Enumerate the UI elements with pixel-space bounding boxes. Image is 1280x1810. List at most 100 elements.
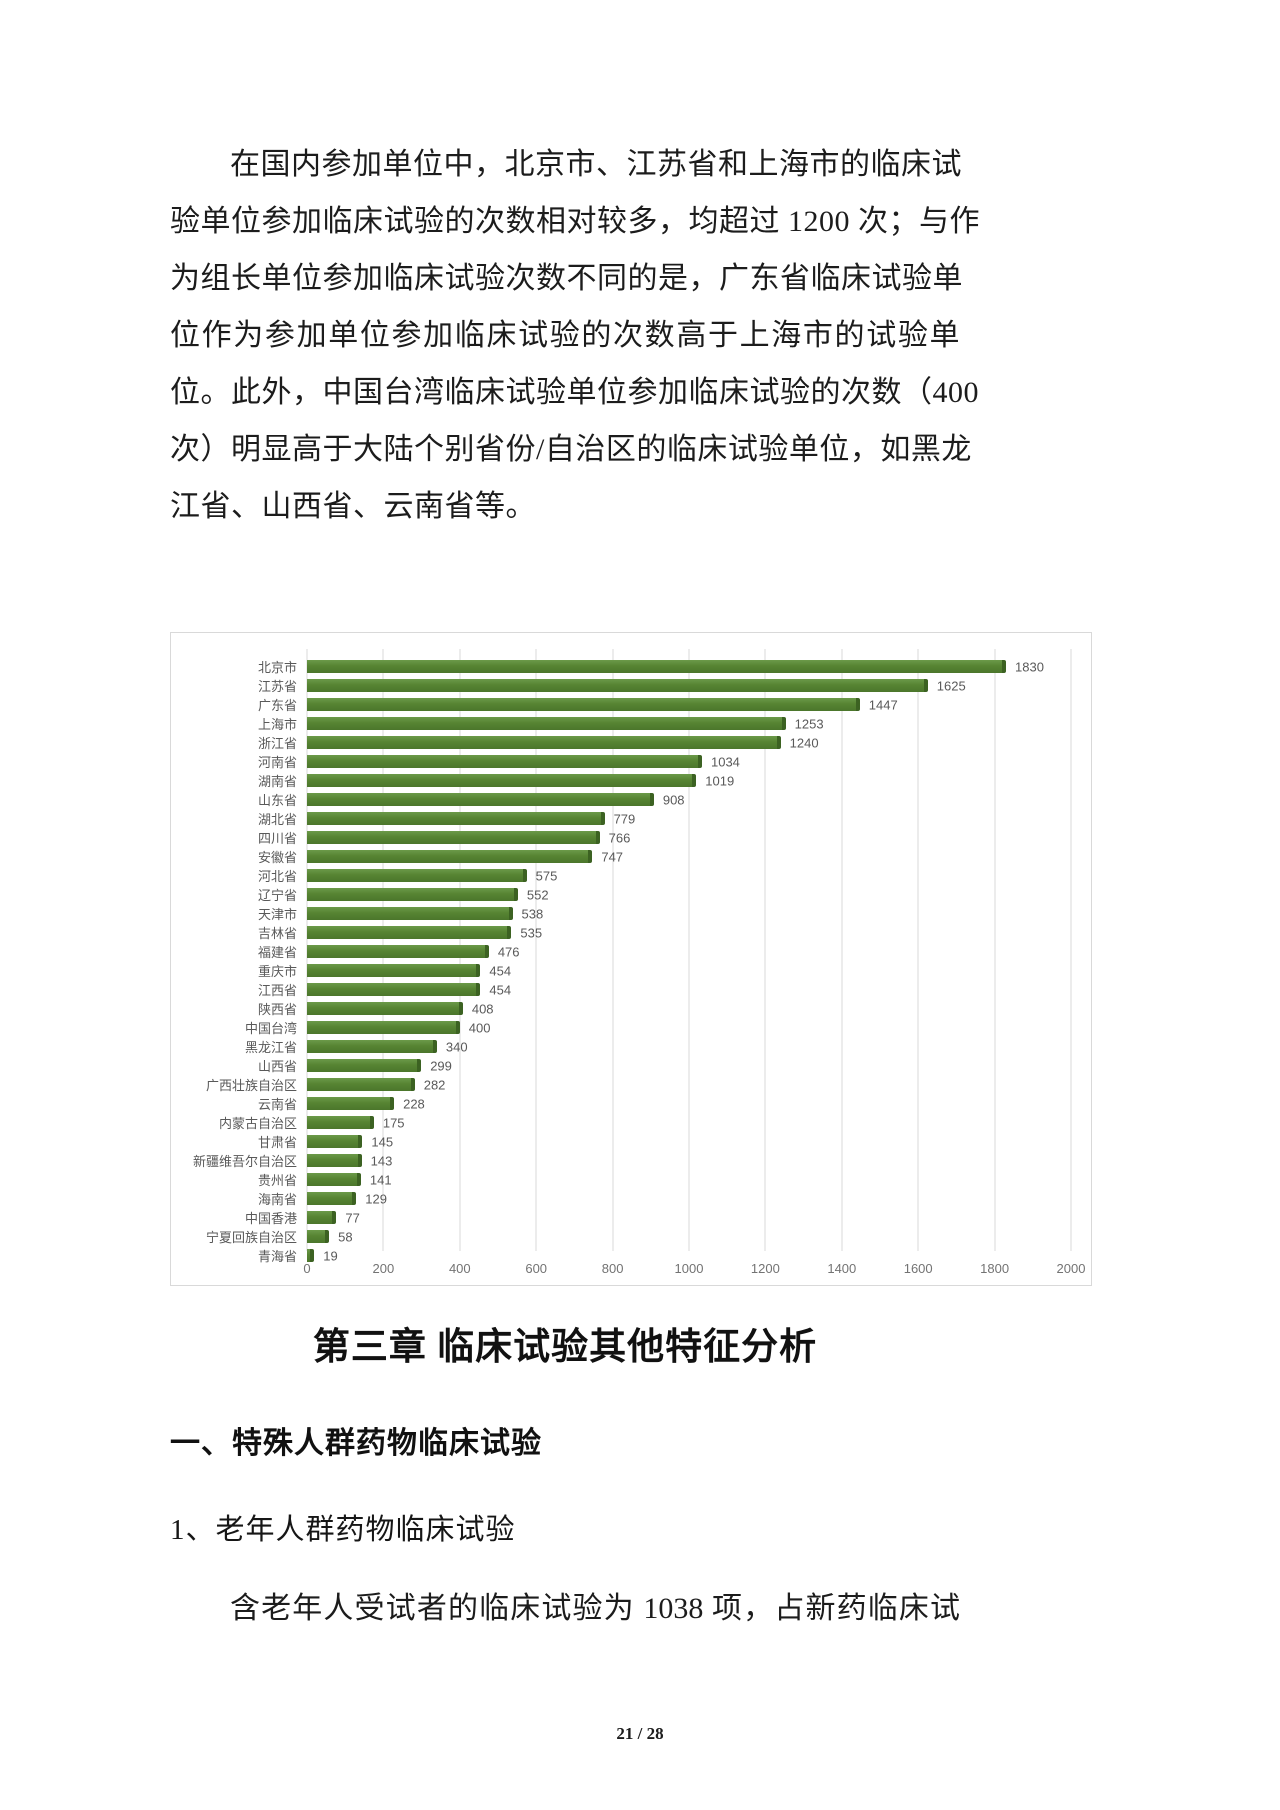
chart-row: 中国台湾 400 (181, 1018, 1071, 1037)
value-label: 282 (423, 1077, 446, 1092)
bar-track: 1447 (307, 697, 1071, 712)
bar (307, 1192, 357, 1205)
bar (307, 907, 513, 920)
category-label: 天津市 (257, 907, 297, 922)
value-label: 408 (471, 1001, 494, 1016)
bar (307, 983, 481, 996)
paragraph-line: 江省、山西省、云南省等。 (170, 490, 536, 523)
value-label: 175 (382, 1115, 405, 1130)
bar-track: 77 (307, 1210, 1071, 1225)
bar (307, 1230, 330, 1243)
value-label: 538 (521, 906, 544, 921)
chart-row: 宁夏回族自治区 58 (181, 1227, 1071, 1246)
page-number: 21 / 28 (616, 1724, 664, 1743)
chart-row: 湖南省 1019 (181, 771, 1071, 790)
chart-row: 江苏省 1625 (181, 676, 1071, 695)
bar-track: 1034 (307, 754, 1071, 769)
subsection-heading: 1、老年人群药物临床试验 (170, 1514, 516, 1546)
chart-row: 贵州省 141 (181, 1170, 1071, 1189)
bar-track: 454 (307, 963, 1071, 978)
chart-row: 青海省 19 (181, 1246, 1071, 1265)
bar-track: 1253 (307, 716, 1071, 731)
value-label: 476 (497, 944, 520, 959)
bar-track: 19 (307, 1248, 1071, 1263)
chart-row: 四川省 766 (181, 828, 1071, 847)
value-label: 908 (662, 792, 685, 807)
value-label: 340 (445, 1039, 468, 1054)
bar-track: 552 (307, 887, 1071, 902)
chart-rows: 北京市 1830 江苏省 1625 广东省 1447 上海市 1253 浙江省 1240 河南省 10… (181, 657, 1071, 1264)
category-label: 吉林省 (257, 926, 297, 941)
category-label: 北京市 (257, 660, 297, 675)
category-label: 陕西省 (257, 1002, 297, 1017)
bar-track: 538 (307, 906, 1071, 921)
bar (307, 660, 1007, 673)
bar-track: 766 (307, 830, 1071, 845)
value-label: 299 (430, 1058, 452, 1073)
bar-track: 228 (307, 1096, 1071, 1111)
chart-row: 河南省 1034 (181, 752, 1071, 771)
category-label: 山东省 (257, 793, 297, 808)
bar (307, 1040, 437, 1053)
chart-row: 福建省 476 (181, 942, 1071, 961)
chart-row: 山西省 299 (181, 1056, 1071, 1075)
bar-track: 282 (307, 1077, 1071, 1092)
chart-row: 安徽省 747 (181, 847, 1071, 866)
chart-row: 辽宁省 552 (181, 885, 1071, 904)
bar-track: 299 (307, 1058, 1071, 1073)
chart-row: 广东省 1447 (181, 695, 1071, 714)
category-label: 上海市 (257, 717, 297, 732)
paragraph-line: 在国内参加单位中，北京市、江苏省和上海市的临床试 (230, 148, 962, 181)
paragraph-line: 为组长单位参加临床试验次数不同的是，广东省临床试验单 (170, 262, 963, 295)
chart-row: 河北省 575 (181, 866, 1071, 885)
value-label: 766 (608, 830, 631, 845)
bar (307, 964, 481, 977)
bar-track: 145 (307, 1134, 1071, 1149)
bar-track: 408 (307, 1001, 1071, 1016)
category-label: 广西壮族自治区 (205, 1078, 297, 1093)
paragraph-line: 次）明显高于大陆个别省份/自治区的临床试验单位，如黑龙 (170, 433, 972, 466)
category-label: 海南省 (257, 1192, 297, 1207)
axis-tick-label: 600 (525, 1261, 548, 1276)
chapter-heading: 第三章 临床试验其他特征分析 (312, 1327, 818, 1368)
intro-paragraph: 在国内参加单位中，北京市、江苏省和上海市的临床试 验单位参加临床试验的次数相对较… (170, 136, 980, 535)
category-label: 新疆维吾尔自治区 (192, 1154, 297, 1169)
bar (307, 1002, 463, 1015)
bar (307, 1173, 361, 1186)
value-label: 141 (369, 1172, 392, 1187)
gridline (917, 649, 919, 1251)
chart-row: 陕西省 408 (181, 999, 1071, 1018)
value-label: 779 (613, 811, 636, 826)
gridline (841, 649, 843, 1251)
category-label: 江苏省 (257, 679, 297, 694)
value-label: 552 (526, 887, 549, 902)
bar-track: 58 (307, 1229, 1071, 1244)
bar-track: 535 (307, 925, 1071, 940)
value-label: 535 (520, 925, 543, 940)
chart-row: 黑龙江省 340 (181, 1037, 1071, 1056)
chart-row: 山东省 908 (181, 790, 1071, 809)
bar (307, 774, 697, 787)
category-label: 贵州省 (257, 1173, 297, 1188)
axis-tick-label: 1000 (674, 1261, 704, 1276)
bar (307, 869, 527, 882)
bar-track: 575 (307, 868, 1071, 883)
bar-track: 143 (307, 1153, 1071, 1168)
bar-track: 476 (307, 944, 1071, 959)
paragraph-line: 位。此外，中国台湾临床试验单位参加临床试验的次数（400 (170, 376, 979, 409)
section-heading: 一、特殊人群药物临床试验 (170, 1427, 542, 1460)
value-label: 400 (468, 1020, 491, 1035)
chart-row: 浙江省 1240 (181, 733, 1071, 752)
bar-track: 454 (307, 982, 1071, 997)
chart-row: 江西省 454 (181, 980, 1071, 999)
gridline (688, 649, 690, 1251)
bar-track: 1625 (307, 678, 1071, 693)
chart-row: 天津市 538 (181, 904, 1071, 923)
category-label: 黑龙江省 (244, 1040, 297, 1055)
value-label: 77 (345, 1210, 360, 1225)
value-label: 129 (365, 1191, 387, 1206)
chart-row: 新疆维吾尔自治区 143 (181, 1151, 1071, 1170)
axis-tick-label: 1800 (980, 1261, 1010, 1276)
bar (307, 698, 860, 711)
